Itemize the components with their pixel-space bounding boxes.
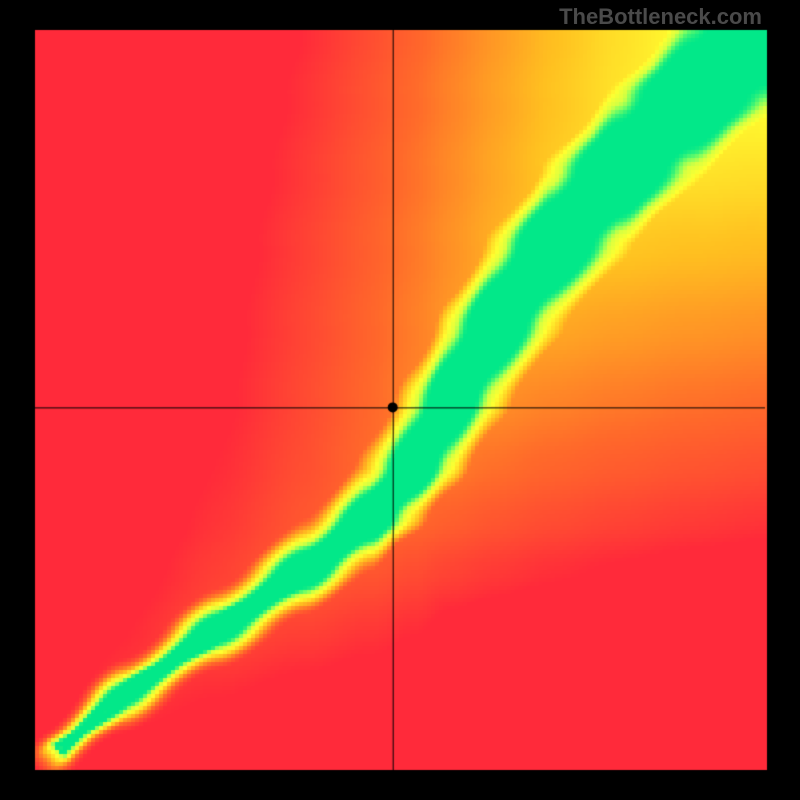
heatmap-canvas (0, 0, 800, 800)
chart-container: TheBottleneck.com (0, 0, 800, 800)
watermark-text: TheBottleneck.com (559, 4, 762, 30)
